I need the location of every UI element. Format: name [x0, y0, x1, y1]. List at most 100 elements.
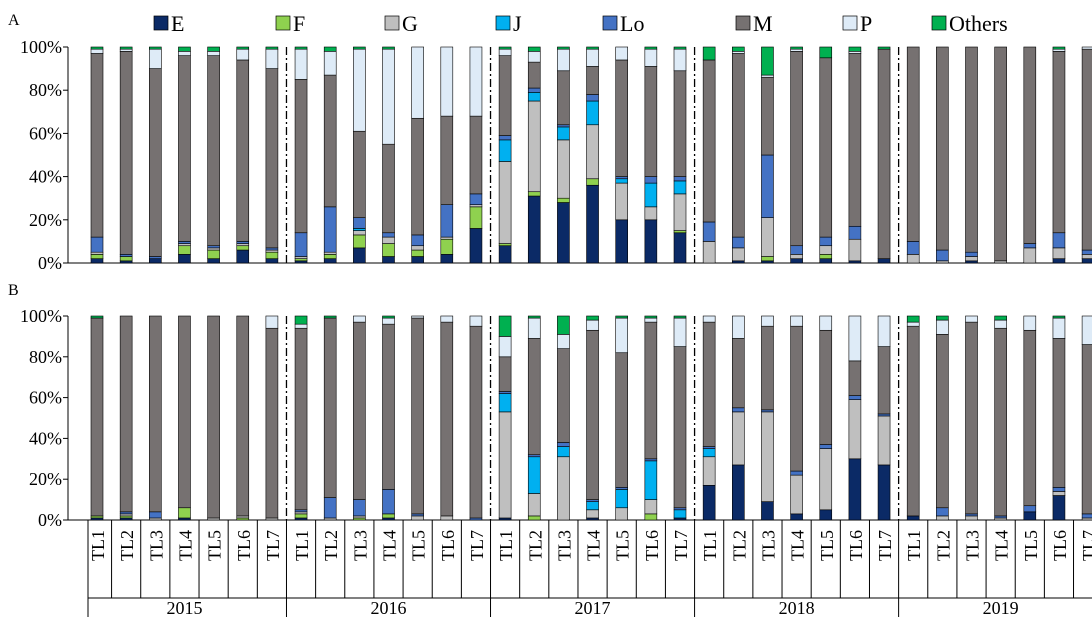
bar-segment-p	[411, 315, 424, 319]
bar-segment-e	[1052, 495, 1066, 521]
bar-segment-g	[586, 124, 599, 180]
x-tick-label: TL4	[175, 530, 195, 561]
legend-swatch-g	[384, 15, 400, 31]
bar-segment-m	[702, 59, 716, 223]
bar-segment-f	[178, 507, 191, 519]
bar-segment-lo	[440, 204, 454, 238]
x-tick-label: TL2	[117, 530, 137, 561]
x-tick-label: TL2	[933, 530, 953, 561]
bar-segment-m	[877, 48, 891, 259]
bar-segment-m	[178, 315, 191, 509]
bar-segment-f	[236, 245, 250, 251]
x-tick-label: TL7	[467, 530, 487, 561]
bar-segment-f	[469, 206, 483, 229]
bar-segment-e	[586, 184, 599, 264]
bar-segment-f	[440, 238, 454, 255]
bar-segment-m	[906, 46, 920, 242]
x-tick-label: TL6	[234, 530, 254, 561]
bar-segment-others	[557, 46, 570, 50]
bar-segment-others	[207, 46, 220, 52]
bar-segment-g	[965, 256, 978, 262]
bar-segment-m	[236, 59, 250, 242]
bar-segment-m	[294, 79, 308, 234]
bar-segment-p	[819, 315, 833, 331]
year-label-2016: 2016	[371, 598, 407, 618]
bar-segment-f	[236, 517, 250, 521]
bar-segment-lo	[761, 409, 774, 413]
bar-2017-tl1	[498, 46, 512, 264]
bar-2017-tl3	[557, 46, 570, 264]
bar-segment-g	[936, 515, 949, 521]
bar-2017-tl6	[644, 315, 658, 521]
bar-segment-others	[586, 46, 599, 50]
bar-segment-lo	[323, 206, 337, 253]
bar-segment-p	[440, 315, 454, 323]
bar-segment-g	[353, 230, 366, 236]
x-tick-label: TL6	[438, 530, 458, 561]
bar-segment-m	[265, 327, 279, 519]
bar-segment-p	[498, 336, 512, 358]
bar-segment-p	[965, 315, 978, 323]
bar-2018-tl2	[731, 46, 745, 264]
bar-segment-f	[119, 256, 133, 262]
bar-segment-others	[1052, 46, 1066, 50]
bar-segment-e	[731, 260, 745, 264]
bar-segment-e	[877, 258, 891, 264]
bar-segment-f	[527, 515, 541, 521]
bar-segment-lo	[673, 176, 687, 182]
panel-label: B	[8, 282, 19, 299]
year-label-2015: 2015	[166, 598, 202, 618]
bar-segment-others	[1052, 315, 1066, 319]
bar-segment-m	[615, 59, 629, 177]
bar-segment-others	[586, 315, 599, 321]
bar-segment-lo	[1023, 243, 1037, 249]
bar-segment-others	[236, 46, 250, 50]
x-tick-label: TL5	[817, 530, 837, 561]
bar-segment-others	[731, 46, 745, 52]
bar-segment-e	[790, 513, 803, 521]
bar-segment-lo	[149, 511, 162, 519]
bar-segment-m	[965, 321, 978, 515]
bar-segment-lo	[557, 442, 570, 447]
bar-segment-f	[498, 243, 512, 247]
bar-segment-p	[382, 48, 395, 145]
bar-segment-m	[323, 317, 337, 498]
bar-segment-f	[178, 245, 191, 255]
bar-segment-e	[90, 258, 104, 264]
bar-segment-f	[586, 178, 599, 186]
bar-segment-p	[1052, 48, 1066, 52]
bar-2018-tl3	[761, 315, 774, 521]
bar-segment-lo	[819, 236, 833, 247]
bar-segment-p	[353, 315, 366, 323]
bar-segment-m	[178, 55, 191, 242]
bar-segment-p	[294, 48, 308, 80]
bar-segment-j	[527, 456, 541, 494]
bar-segment-m	[119, 315, 133, 513]
bar-segment-g	[527, 100, 541, 193]
bar-segment-p	[936, 319, 949, 335]
bar-segment-j	[644, 182, 658, 208]
bar-segment-m	[731, 53, 745, 238]
bar-2019-tl6	[1052, 46, 1066, 264]
bar-2019-tl5	[1023, 46, 1037, 264]
bar-segment-lo	[1081, 513, 1092, 519]
bar-segment-g	[1023, 247, 1037, 264]
bar-segment-others	[382, 315, 395, 319]
bar-segment-j	[673, 509, 687, 519]
bar-segment-lo	[207, 245, 220, 249]
bar-2019-tl4	[994, 46, 1007, 264]
bar-segment-p	[761, 74, 774, 78]
bar-segment-e	[119, 260, 133, 264]
bar-segment-g	[877, 415, 891, 466]
bar-segment-p	[149, 48, 162, 69]
bar-segment-g	[119, 513, 133, 517]
bar-segment-g	[761, 411, 774, 502]
bar-segment-m	[615, 352, 629, 488]
bar-2015-tl1	[90, 315, 104, 521]
bar-segment-m	[149, 315, 162, 513]
bar-segment-f	[353, 517, 366, 521]
bar-segment-others	[149, 46, 162, 50]
bar-2018-tl2	[731, 315, 745, 521]
bar-segment-p	[382, 317, 395, 325]
bar-segment-j	[498, 393, 512, 413]
